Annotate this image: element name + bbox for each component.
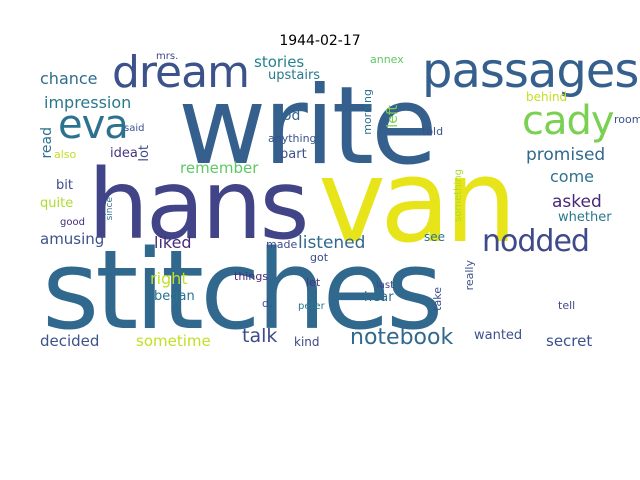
word: stories bbox=[254, 53, 305, 71]
word: idea bbox=[110, 146, 138, 161]
cloud-title: 1944-02-17 bbox=[279, 33, 361, 49]
word: passages bbox=[422, 43, 639, 99]
word: good bbox=[60, 217, 85, 228]
word: decided bbox=[40, 332, 100, 350]
word: behind bbox=[526, 90, 568, 104]
word: right bbox=[150, 269, 188, 288]
word: things bbox=[234, 270, 269, 283]
word: whether bbox=[558, 210, 612, 225]
word: peter bbox=[298, 301, 325, 312]
word: listened bbox=[298, 233, 366, 253]
word: since bbox=[105, 197, 115, 221]
word: see bbox=[424, 230, 446, 244]
word: notebook bbox=[350, 325, 454, 350]
word: amusing bbox=[40, 230, 105, 248]
word: tell bbox=[558, 299, 576, 312]
word: bit bbox=[56, 178, 73, 193]
word: quite bbox=[40, 196, 74, 211]
word: eva bbox=[58, 102, 129, 148]
word: talk bbox=[242, 325, 278, 347]
word: something bbox=[453, 169, 464, 222]
word: chance bbox=[40, 69, 98, 88]
word-cloud: stitches write van hans passages dream e… bbox=[39, 47, 640, 354]
word: asked bbox=[552, 192, 602, 212]
word: read bbox=[39, 127, 55, 159]
word: anything bbox=[268, 132, 317, 145]
word: d. bbox=[262, 297, 273, 310]
word: remember bbox=[180, 159, 259, 177]
word: part bbox=[280, 147, 307, 162]
word: upstairs bbox=[268, 68, 321, 83]
word: morning bbox=[361, 89, 374, 135]
word: left bbox=[385, 105, 401, 128]
word: sometime bbox=[136, 332, 211, 350]
word: began bbox=[154, 289, 195, 304]
word: take bbox=[431, 287, 444, 311]
word: promised bbox=[526, 145, 606, 165]
word: let bbox=[306, 276, 321, 289]
word: last bbox=[376, 280, 395, 291]
word: got bbox=[310, 251, 329, 264]
word: hear bbox=[364, 290, 394, 305]
word: secret bbox=[546, 332, 593, 350]
word: dream bbox=[112, 47, 250, 98]
word: god bbox=[274, 108, 301, 124]
word: also bbox=[54, 148, 77, 161]
word: nodded bbox=[482, 224, 590, 259]
word: come bbox=[550, 167, 595, 186]
word: van bbox=[318, 135, 517, 269]
word: really bbox=[463, 260, 476, 291]
word: write bbox=[178, 64, 438, 189]
word: hans bbox=[88, 149, 310, 261]
word: stitches bbox=[42, 226, 443, 354]
word: mrs. bbox=[156, 51, 179, 62]
word: kind bbox=[294, 335, 320, 349]
word: annex bbox=[370, 53, 404, 66]
word: said bbox=[124, 123, 145, 134]
word: room bbox=[614, 113, 640, 126]
word: told bbox=[422, 125, 444, 138]
word: impression bbox=[44, 93, 132, 112]
word: made bbox=[266, 238, 298, 251]
word: liked bbox=[154, 233, 192, 252]
word: wanted bbox=[474, 328, 523, 343]
word: lot bbox=[137, 145, 152, 162]
word: cady bbox=[522, 98, 615, 144]
